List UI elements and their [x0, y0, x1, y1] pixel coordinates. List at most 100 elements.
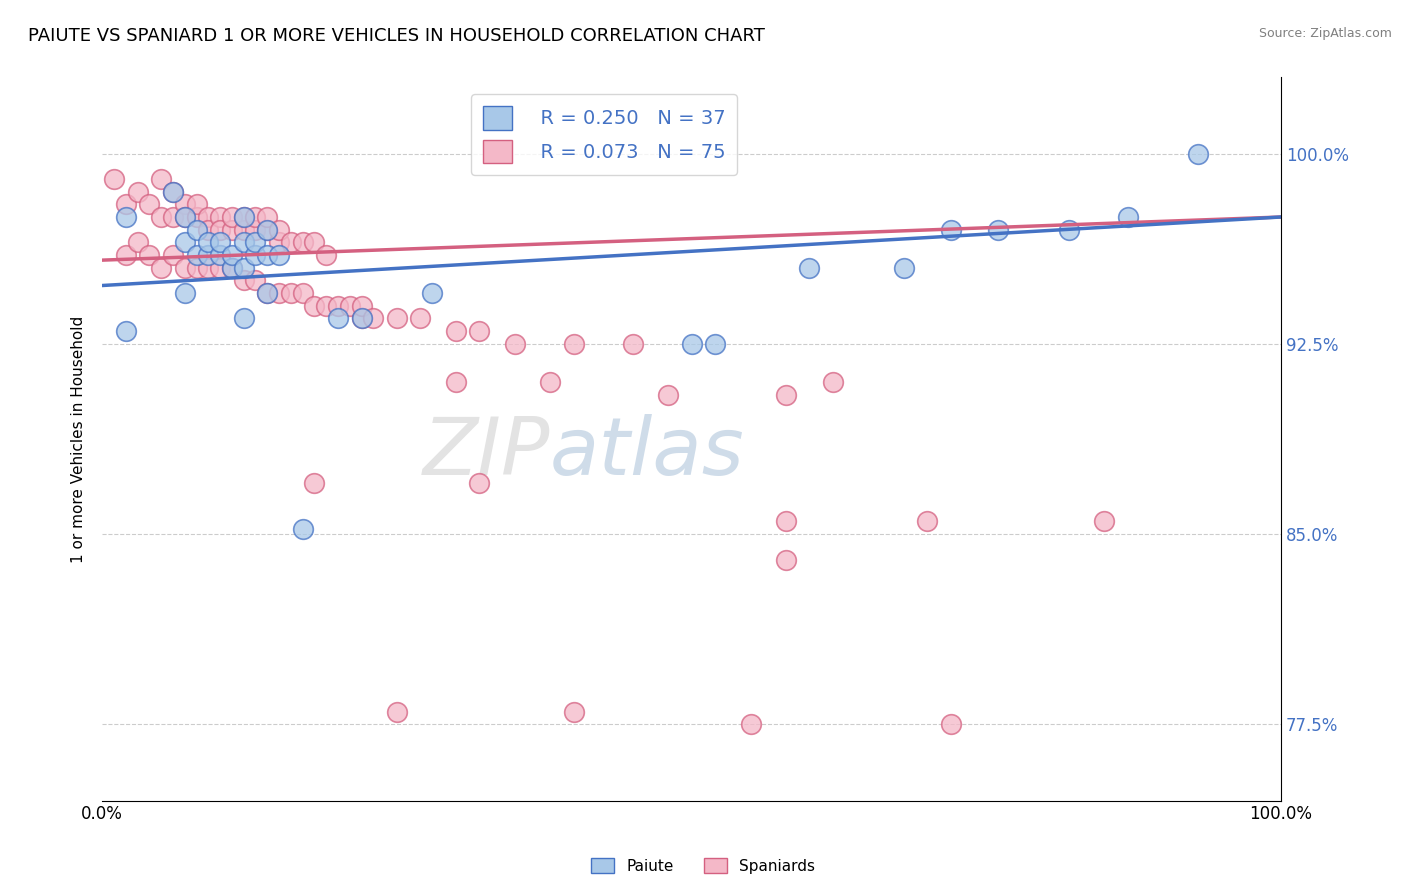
Point — [562, 705, 585, 719]
Point — [291, 522, 314, 536]
Point — [939, 717, 962, 731]
Point — [245, 210, 267, 224]
Point — [444, 324, 467, 338]
Point — [127, 185, 149, 199]
Point — [468, 476, 491, 491]
Point — [315, 299, 337, 313]
Point — [197, 248, 219, 262]
Point — [232, 210, 254, 224]
Point — [1092, 515, 1115, 529]
Point — [621, 337, 644, 351]
Text: PAIUTE VS SPANIARD 1 OR MORE VEHICLES IN HOUSEHOLD CORRELATION CHART: PAIUTE VS SPANIARD 1 OR MORE VEHICLES IN… — [28, 27, 765, 45]
Point — [150, 210, 173, 224]
Point — [468, 324, 491, 338]
Point — [821, 375, 844, 389]
Point — [444, 375, 467, 389]
Point — [150, 172, 173, 186]
Point — [232, 210, 254, 224]
Point — [209, 222, 232, 236]
Text: ZIP: ZIP — [423, 415, 550, 492]
Point — [775, 515, 797, 529]
Point — [232, 260, 254, 275]
Point — [917, 515, 939, 529]
Point — [221, 248, 243, 262]
Point — [280, 286, 302, 301]
Point — [326, 299, 349, 313]
Point — [197, 235, 219, 250]
Point — [704, 337, 727, 351]
Point — [114, 197, 136, 211]
Point — [186, 197, 208, 211]
Point — [350, 299, 373, 313]
Point — [173, 210, 195, 224]
Point — [256, 222, 278, 236]
Point — [267, 235, 290, 250]
Point — [538, 375, 561, 389]
Point — [775, 387, 797, 401]
Point — [304, 476, 326, 491]
Point — [267, 286, 290, 301]
Point — [256, 222, 278, 236]
Point — [209, 260, 232, 275]
Point — [267, 222, 290, 236]
Point — [245, 235, 267, 250]
Point — [740, 717, 762, 731]
Point — [162, 185, 184, 199]
Point — [173, 286, 195, 301]
Point — [162, 210, 184, 224]
Point — [138, 197, 160, 211]
Point — [339, 299, 361, 313]
Point — [256, 286, 278, 301]
Point — [1116, 210, 1139, 224]
Point — [197, 210, 219, 224]
Point — [197, 260, 219, 275]
Point — [138, 248, 160, 262]
Point — [186, 222, 208, 236]
Point — [420, 286, 443, 301]
Point — [232, 273, 254, 287]
Point — [256, 286, 278, 301]
Point — [197, 222, 219, 236]
Point — [562, 337, 585, 351]
Point — [162, 248, 184, 262]
Point — [409, 311, 432, 326]
Point — [350, 311, 373, 326]
Text: Source: ZipAtlas.com: Source: ZipAtlas.com — [1258, 27, 1392, 40]
Point — [232, 311, 254, 326]
Point — [173, 197, 195, 211]
Point — [221, 210, 243, 224]
Y-axis label: 1 or more Vehicles in Household: 1 or more Vehicles in Household — [72, 316, 86, 563]
Point — [291, 235, 314, 250]
Point — [350, 311, 373, 326]
Point — [209, 210, 232, 224]
Point — [209, 248, 232, 262]
Point — [221, 260, 243, 275]
Point — [173, 260, 195, 275]
Point — [232, 235, 254, 250]
Point — [221, 222, 243, 236]
Point — [114, 210, 136, 224]
Point — [221, 260, 243, 275]
Point — [256, 248, 278, 262]
Point — [385, 311, 408, 326]
Point — [114, 248, 136, 262]
Point — [363, 311, 385, 326]
Point — [304, 299, 326, 313]
Point — [304, 235, 326, 250]
Point — [186, 260, 208, 275]
Point — [209, 235, 232, 250]
Point — [245, 222, 267, 236]
Point — [186, 210, 208, 224]
Point — [232, 222, 254, 236]
Point — [657, 387, 679, 401]
Point — [150, 260, 173, 275]
Point — [503, 337, 526, 351]
Point — [326, 311, 349, 326]
Point — [315, 248, 337, 262]
Point — [127, 235, 149, 250]
Point — [173, 210, 195, 224]
Point — [103, 172, 125, 186]
Point — [893, 260, 915, 275]
Legend:   R = 0.250   N = 37,   R = 0.073   N = 75: R = 0.250 N = 37, R = 0.073 N = 75 — [471, 95, 737, 175]
Point — [114, 324, 136, 338]
